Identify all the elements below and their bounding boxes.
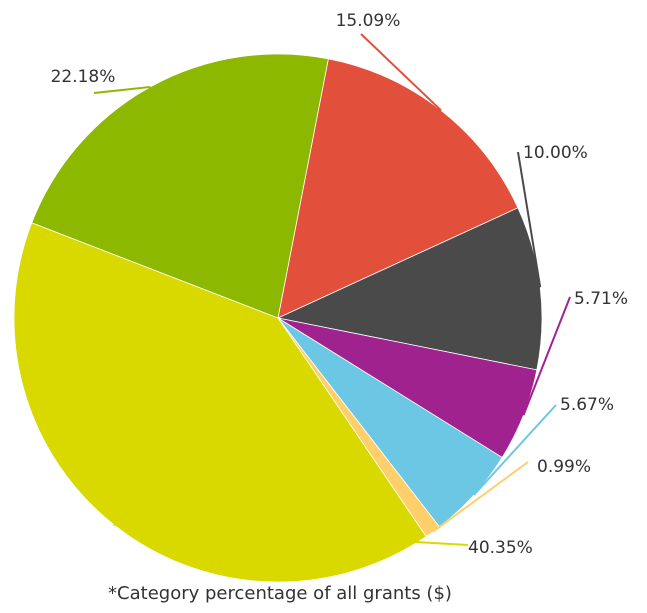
leader-line-1 [360, 33, 442, 112]
pie-slices [13, 53, 543, 583]
leader-line-3 [522, 296, 571, 416]
slice-label-7: 22.18% [51, 67, 116, 87]
pie-slice-2 [276, 207, 543, 371]
chart-footnote: *Category percentage of all grants ($) [108, 583, 452, 604]
slice-labels: 15.09% 10.00% 5.71% 5.67% 0.99% 40.35% 22.18% [51, 11, 628, 558]
slice-label-3: 5.71% [574, 289, 628, 309]
leader-line-6 [113, 523, 469, 546]
slice-label-1: 15.09% [336, 11, 401, 31]
leader-line-7 [93, 85, 151, 94]
leader-line-4 [473, 404, 557, 496]
slice-label-5: 0.99% [537, 457, 591, 477]
leader-line-2 [517, 151, 542, 288]
slice-label-2: 10.00% [523, 143, 588, 163]
slice-label-6: 40.35% [468, 538, 533, 558]
slice-label-4: 5.67% [560, 395, 614, 415]
pie-slice-1 [277, 58, 519, 319]
leader-lines [93, 33, 571, 546]
leader-line-5 [432, 461, 529, 533]
pie-slice-6 [13, 222, 427, 583]
